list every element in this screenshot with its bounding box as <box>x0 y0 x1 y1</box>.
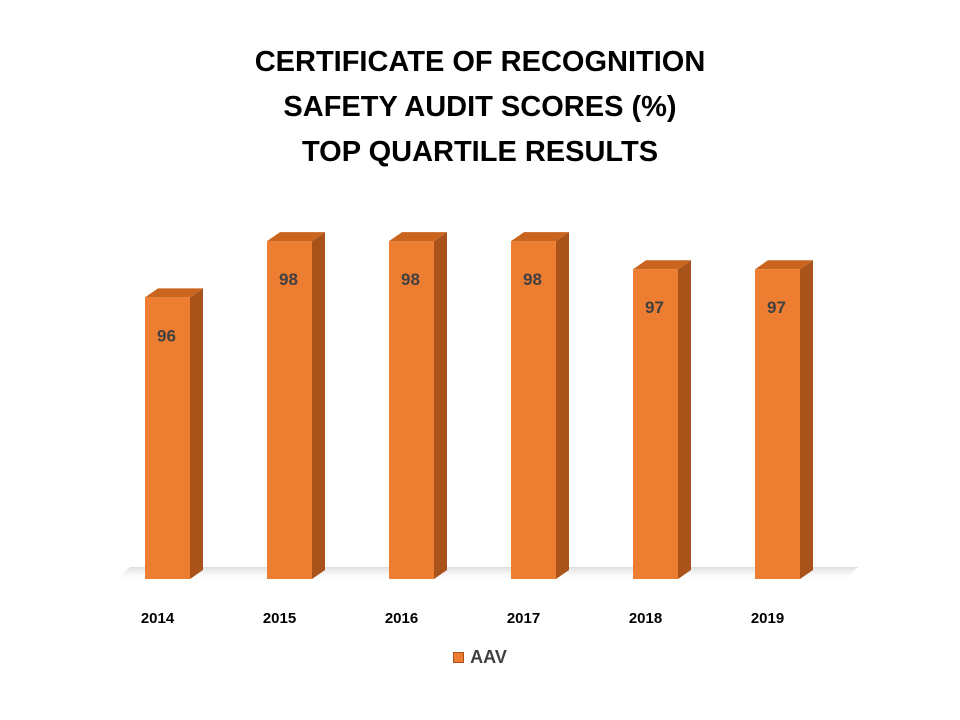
bar-2019: 97 <box>755 260 813 579</box>
x-tick-2015: 2015 <box>263 610 296 627</box>
bars-layer: 96 98 98 98 97 97 <box>145 232 813 579</box>
bar-2015: 98 <box>267 232 325 579</box>
data-label-2017: 98 <box>523 270 542 289</box>
x-tick-2014: 2014 <box>141 610 175 627</box>
legend-label-aav: AAV <box>470 647 507 667</box>
x-tick-2016: 2016 <box>385 610 418 627</box>
data-label-2015: 98 <box>279 270 298 289</box>
chart-title: CERTIFICATE OF RECOGNITION SAFETY AUDIT … <box>0 40 960 175</box>
bar-2018: 97 <box>633 260 691 579</box>
bar-front-2014 <box>145 297 190 579</box>
bar-top-2015 <box>267 232 325 242</box>
data-label-2014: 96 <box>157 326 176 345</box>
bar-front-2015 <box>267 241 312 579</box>
chart-title-line-3: TOP QUARTILE RESULTS <box>301 136 659 168</box>
bar-2014: 96 <box>145 288 203 579</box>
bar-front-2019 <box>755 269 800 579</box>
bar-top-2014 <box>145 288 203 298</box>
bar-2016: 98 <box>389 232 447 579</box>
bar-side-2018 <box>678 260 691 579</box>
legend-swatch-aav <box>453 652 465 663</box>
x-tick-2017: 2017 <box>507 610 540 627</box>
plot-floor <box>115 567 858 581</box>
bar-top-2018 <box>633 260 691 270</box>
bar-front-2016 <box>389 241 434 579</box>
bar-side-2019 <box>800 260 813 579</box>
x-tick-2018: 2018 <box>629 610 662 627</box>
bar-2017: 98 <box>511 232 569 579</box>
bar-top-2016 <box>389 232 447 242</box>
floor-shadow <box>115 567 858 581</box>
bar-front-2017 <box>511 241 556 579</box>
bar-top-2019 <box>755 260 813 270</box>
chart-title-line-2: SAFETY AUDIT SCORES (%) <box>283 91 677 123</box>
bar-top-2017 <box>511 232 569 242</box>
data-label-2019: 97 <box>767 298 786 317</box>
chart-title-line-1: CERTIFICATE OF RECOGNITION <box>254 46 706 78</box>
bar-side-2016 <box>434 232 447 579</box>
x-axis-ticks: 2014 2015 2016 2017 2018 2019 <box>141 610 784 627</box>
x-tick-2019: 2019 <box>751 610 784 627</box>
data-label-2016: 98 <box>401 270 420 289</box>
data-label-2018: 97 <box>645 298 664 317</box>
chart-legend: AAV <box>0 647 960 668</box>
bar-front-2018 <box>633 269 678 579</box>
bar-side-2014 <box>190 288 203 579</box>
bar-side-2017 <box>556 232 569 579</box>
bar-side-2015 <box>312 232 325 579</box>
